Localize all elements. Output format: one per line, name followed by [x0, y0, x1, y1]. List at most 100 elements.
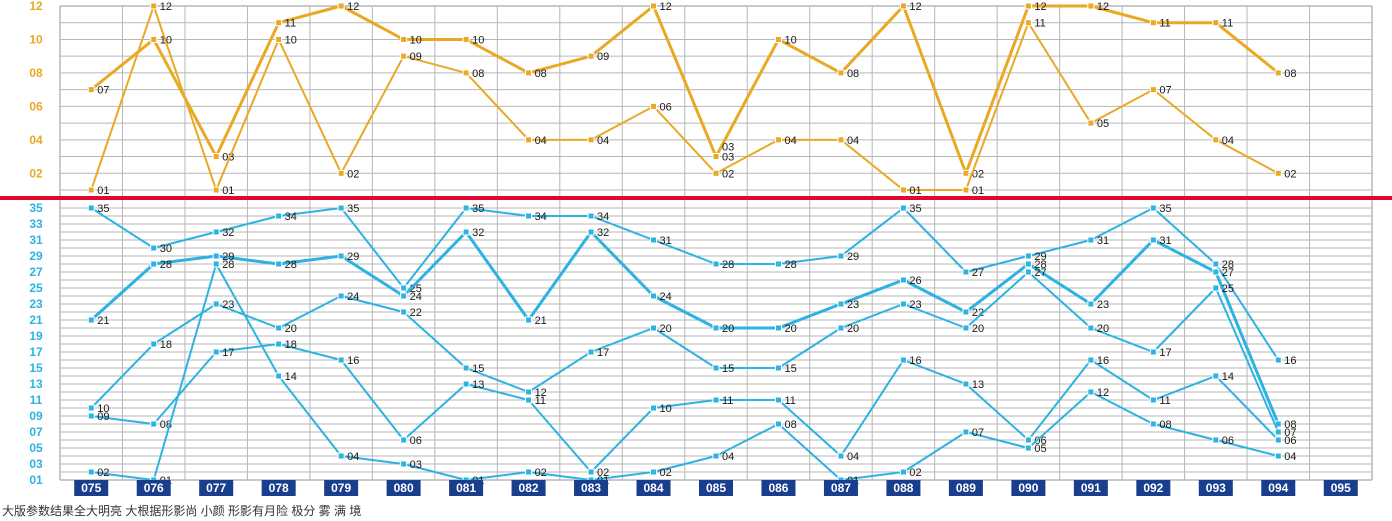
point-label: 23 — [222, 299, 234, 311]
x-badge-label: 092 — [1143, 481, 1163, 495]
ytick-bot: 09 — [29, 409, 43, 423]
ytick-bot: 21 — [29, 313, 43, 327]
point-label: 08 — [847, 68, 859, 80]
point-label: 11 — [1159, 18, 1170, 30]
point-label: 35 — [97, 203, 109, 215]
point-label: 28 — [784, 259, 796, 271]
point-label: 14 — [1222, 371, 1234, 383]
ytick-top: 02 — [29, 166, 43, 180]
point-label: 20 — [972, 323, 984, 335]
point-label: 31 — [1097, 235, 1109, 247]
footer-text: 大版参数结果全大明亮 大根据形影尚 小颜 形影有月险 极分 雾 满 境 — [2, 502, 361, 519]
ytick-bot: 05 — [29, 441, 43, 455]
ytick-top: 10 — [29, 32, 43, 46]
point-label: 07 — [97, 85, 109, 97]
point-label: 28 — [222, 259, 234, 271]
ytick-bot: 15 — [29, 361, 43, 375]
point-label: 11 — [1159, 395, 1170, 407]
x-badge-label: 081 — [456, 481, 476, 495]
point-label: 24 — [660, 291, 672, 303]
point-label: 10 — [472, 34, 484, 46]
x-badge-label: 078 — [269, 481, 289, 495]
point-label: 04 — [784, 135, 796, 147]
point-label: 10 — [784, 34, 796, 46]
x-badge-label: 076 — [144, 481, 164, 495]
point-label: 09 — [97, 411, 109, 423]
point-label: 16 — [1284, 355, 1296, 367]
point-label: 20 — [847, 323, 859, 335]
point-label: 20 — [660, 323, 672, 335]
x-badge-label: 093 — [1206, 481, 1226, 495]
point-label: 21 — [97, 315, 109, 327]
point-label: 23 — [847, 299, 859, 311]
point-label: 01 — [909, 185, 921, 197]
point-label: 28 — [160, 259, 172, 271]
point-label: 25 — [1222, 283, 1234, 295]
ytick-bot: 13 — [29, 377, 43, 391]
ytick-bot: 25 — [29, 281, 43, 295]
point-label: 28 — [285, 259, 297, 271]
ytick-bot: 27 — [29, 265, 43, 279]
point-label: 31 — [1159, 235, 1171, 247]
point-label: 11 — [722, 395, 733, 407]
x-badge-label: 086 — [768, 481, 788, 495]
ytick-bot: 35 — [29, 201, 43, 215]
point-label: 04 — [535, 135, 547, 147]
point-label: 21 — [535, 315, 547, 327]
x-badge-label: 085 — [706, 481, 726, 495]
point-label: 04 — [1284, 451, 1296, 463]
point-label: 34 — [535, 211, 547, 223]
ytick-bot: 03 — [29, 457, 43, 471]
point-label: 01 — [97, 185, 109, 197]
point-label: 20 — [722, 323, 734, 335]
point-label: 35 — [909, 203, 921, 215]
x-badge-label: 090 — [1018, 481, 1038, 495]
x-badge-label: 079 — [331, 481, 351, 495]
trend-chart: 1210080604023533312927252321191715131109… — [0, 0, 1392, 521]
point-label: 29 — [347, 251, 359, 263]
x-badge-label: 094 — [1268, 481, 1288, 495]
point-label: 04 — [722, 451, 734, 463]
ytick-top: 04 — [29, 133, 43, 147]
point-label: 12 — [347, 1, 359, 13]
point-label: 35 — [347, 203, 359, 215]
x-badge-label: 084 — [644, 481, 664, 495]
point-label: 04 — [847, 135, 859, 147]
x-badge-label: 083 — [581, 481, 601, 495]
point-label: 32 — [597, 227, 609, 239]
point-label: 35 — [472, 203, 484, 215]
point-label: 17 — [1159, 347, 1171, 359]
point-label: 05 — [1034, 443, 1046, 455]
point-label: 14 — [285, 371, 297, 383]
ytick-bot: 29 — [29, 249, 43, 263]
point-label: 04 — [597, 135, 609, 147]
point-label: 02 — [535, 467, 547, 479]
point-label: 20 — [285, 323, 297, 335]
ytick-bot: 33 — [29, 217, 43, 231]
ytick-top: 12 — [29, 0, 43, 13]
point-label: 22 — [410, 307, 422, 319]
ytick-bot: 17 — [29, 345, 43, 359]
point-label: 27 — [1222, 267, 1234, 279]
point-label: 07 — [972, 427, 984, 439]
x-badge-label: 095 — [1331, 481, 1351, 495]
point-label: 13 — [472, 379, 484, 391]
point-label: 06 — [1222, 435, 1234, 447]
point-label: 31 — [660, 235, 672, 247]
point-label: 04 — [847, 451, 859, 463]
point-label: 20 — [1097, 323, 1109, 335]
point-label: 18 — [160, 339, 172, 351]
point-label: 32 — [472, 227, 484, 239]
x-badge-label: 077 — [206, 481, 226, 495]
point-label: 20 — [784, 323, 796, 335]
point-label: 11 — [285, 18, 296, 30]
point-label: 30 — [160, 243, 172, 255]
point-label: 02 — [660, 467, 672, 479]
point-label: 04 — [347, 451, 359, 463]
point-label: 16 — [347, 355, 359, 367]
point-label: 02 — [347, 168, 359, 180]
x-badge-label: 075 — [81, 481, 101, 495]
point-label: 15 — [472, 363, 484, 375]
point-label: 12 — [1097, 1, 1109, 13]
point-label: 01 — [222, 185, 234, 197]
